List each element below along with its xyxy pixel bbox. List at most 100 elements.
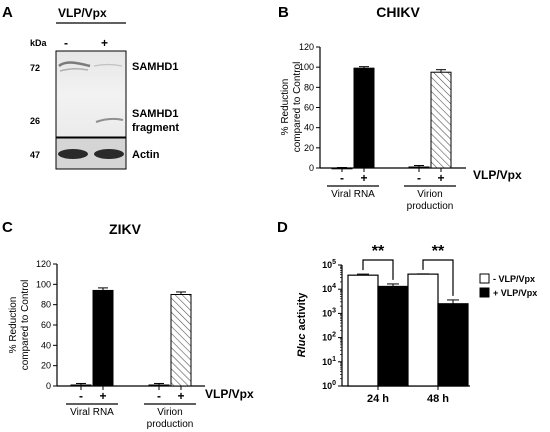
y-tick-label: 120 [299,42,314,52]
y-tick-label: 20 [41,361,51,371]
bar [407,273,439,387]
band-label-fragment-1: SAMHD1 [132,108,178,120]
category-label: 24 h [367,393,389,405]
panel-d-letter: D [277,219,288,236]
y-tick-label: 0 [46,381,51,391]
chart-d-ylabel-rest: activity [296,292,308,334]
y-tick-label: 20 [304,143,314,153]
y-tick-label: 60 [304,103,314,113]
blot-header: VLP/Vpx [58,6,107,20]
y-tick-label: 40 [304,123,314,133]
y-tick-label: 100 [36,279,51,289]
group-label: Viral RNA [331,189,375,200]
group-label: Viral RNA [70,407,114,418]
group-label: production [407,201,454,212]
sign-label: + [437,171,444,185]
y-tick-exponent: 4 [332,283,336,290]
panel-b: B CHIKV % Reduction compared to Control … [278,4,522,212]
lane-minus-label: - [64,36,68,50]
group-label: Virion [157,407,182,418]
sign-label: - [340,171,344,185]
significance-bracket [362,259,394,280]
chart-b-ylabel-line2: compared to Control [292,62,303,153]
chart-b-treatment-label: VLP/Vpx [473,168,522,182]
sign-label: - [79,389,83,403]
panel-a-letter: A [2,4,13,21]
band-label-fragment-2: fragment [132,122,179,134]
bar [430,71,452,169]
legend-label: + VLP/Vpx [493,288,537,298]
y-tick-base: 10 [322,333,332,343]
legend-label: - VLP/Vpx [493,274,535,284]
y-tick-label: 102 [322,332,336,343]
y-tick-label: 103 [322,307,336,318]
sign-label: + [99,389,106,403]
chart-c-ylabel: % Reduction compared to Control [8,280,31,371]
legend-swatch [479,287,490,298]
category-label: 48 h [427,393,449,405]
y-tick-label: 80 [41,300,51,310]
y-tick-base: 10 [322,308,332,318]
panel-a: A VLP/Vpx kDa - + 72 26 47 SAMHD1 SAMHD1… [2,4,179,170]
panel-c: C ZIKV % Reduction compared to Control 0… [2,219,254,430]
y-tick-base: 10 [322,260,332,270]
y-tick-label: 100 [299,62,314,72]
y-tick-label: 40 [41,340,51,350]
band-label-samhd1: SAMHD1 [132,61,178,73]
y-tick-exponent: 5 [332,259,336,266]
y-tick-label: 120 [36,259,51,269]
chart-b-ylabel: % Reduction compared to Control [280,62,303,153]
sign-label: - [417,171,421,185]
chart-c-plot: 0 20 40 60 80 100 120 - + Viral RNA - + Virionproduc… [36,259,205,430]
significance-label: ** [432,243,445,260]
y-tick-base: 10 [322,284,332,294]
group-label: Virion [417,189,442,200]
samhd1-band-lane1-smear [59,67,89,72]
bar [377,285,409,387]
significance-label: ** [372,243,385,260]
actin-band-lane2 [94,149,124,159]
chart-c-treatment-label: VLP/Vpx [205,387,254,401]
panel-c-letter: C [2,219,13,236]
chart-d-ylabel-italic: Rluc [296,334,308,358]
chart-c-ylabel-line1: % Reduction [8,297,19,354]
bar [437,303,469,387]
kda-label: kDa [30,38,48,48]
y-tick-base: 10 [322,381,332,391]
bar [70,384,92,387]
bar [148,384,170,387]
y-tick-exponent: 1 [332,356,336,363]
samhd1-fragment-band [95,117,124,123]
significance-bracket [422,259,454,296]
y-tick-label: 60 [41,320,51,330]
y-tick-label: 80 [304,82,314,92]
bar [170,294,192,387]
bar [347,274,379,387]
sign-label: + [360,171,367,185]
chart-b-plot: 0 20 40 60 80 100 120 - + Viral RNA - + Virionproduc… [299,42,466,212]
panel-b-letter: B [278,4,289,21]
y-tick-label: 104 [322,283,336,294]
bar [353,67,375,169]
y-tick-label: 101 [322,356,336,367]
bar [408,166,430,169]
legend-swatch [479,273,490,284]
chart-c-title: ZIKV [109,221,142,237]
sign-label: - [157,389,161,403]
chart-d-ylabel: Rluc activity [296,292,308,358]
marker-26: 26 [30,116,40,126]
marker-72: 72 [30,63,40,73]
chart-c-ylabel-line2: compared to Control [20,280,31,371]
y-tick-base: 10 [322,357,332,367]
actin-band-lane1 [58,149,88,159]
marker-47: 47 [30,150,40,160]
y-tick-label: 100 [322,380,336,391]
band-label-actin: Actin [132,149,160,161]
y-tick-exponent: 2 [332,332,336,339]
sign-label: + [177,389,184,403]
y-tick-label: 0 [309,163,314,173]
chart-b-ylabel-line1: % Reduction [280,79,291,136]
